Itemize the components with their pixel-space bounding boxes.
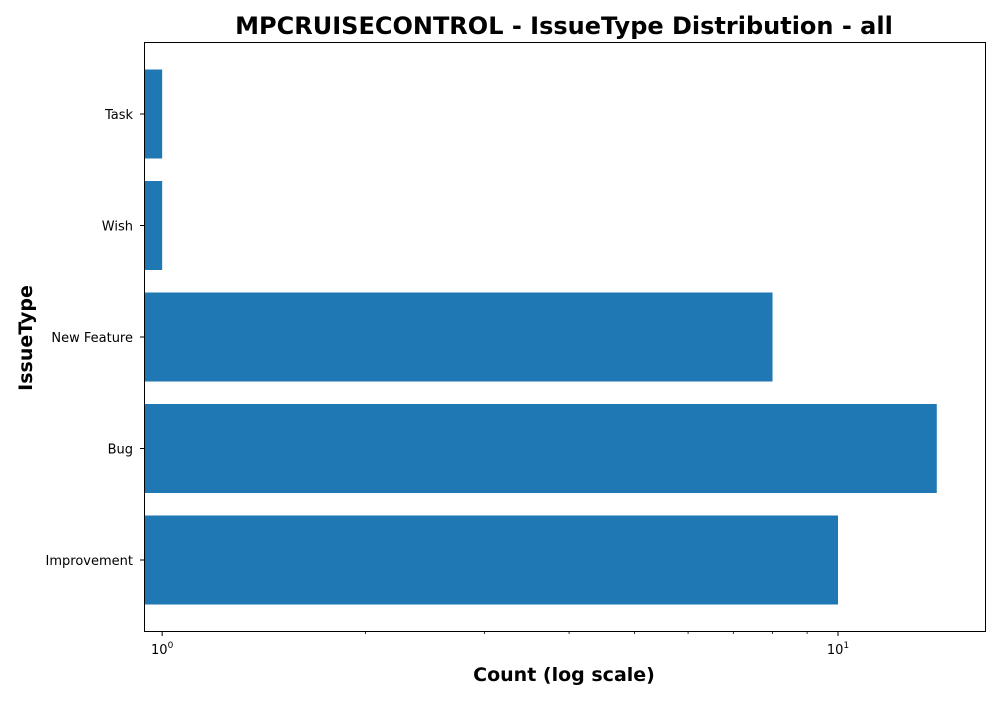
bar-bug <box>144 404 937 493</box>
x-axis-label: Count (log scale) <box>473 664 655 686</box>
y-tick-label-bug: Bug <box>108 443 133 458</box>
bar-improvement <box>144 515 839 605</box>
x-tick-exponent: 0 <box>168 641 174 651</box>
y-tick-label-task: Task <box>104 108 134 123</box>
bar-task <box>144 69 163 159</box>
y-axis-label: IssueType <box>15 285 37 391</box>
y-tick-label-new-feature: New Feature <box>51 331 133 346</box>
plot-frame <box>144 42 986 632</box>
bar-new-feature <box>144 292 773 382</box>
bars-layer <box>144 69 937 605</box>
x-tick-label: 100 <box>151 641 174 658</box>
chart-title: MPCRUISECONTROL - IssueType Distribution… <box>235 12 893 40</box>
x-axis-ticks: 100 101 <box>151 631 849 658</box>
y-tick-label-wish: Wish <box>102 220 133 235</box>
x-tick-exponent: 1 <box>843 641 849 651</box>
y-tick-label-improvement: Improvement <box>46 554 133 569</box>
bar-wish <box>144 181 163 270</box>
y-axis-ticks: Improvement Bug New Feature Wish Task <box>46 108 144 569</box>
x-tick-label: 101 <box>827 641 849 658</box>
